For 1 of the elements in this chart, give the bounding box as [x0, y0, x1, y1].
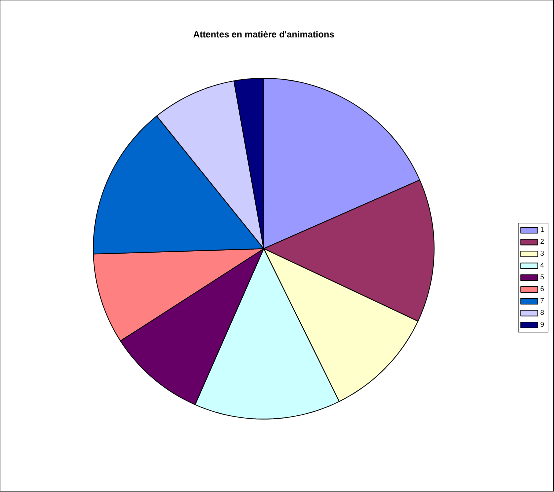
chart-title: Attentes en matière d'animations — [194, 31, 334, 38]
